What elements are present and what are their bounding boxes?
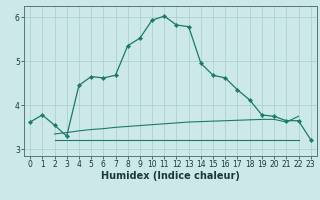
X-axis label: Humidex (Indice chaleur): Humidex (Indice chaleur) bbox=[101, 171, 240, 181]
